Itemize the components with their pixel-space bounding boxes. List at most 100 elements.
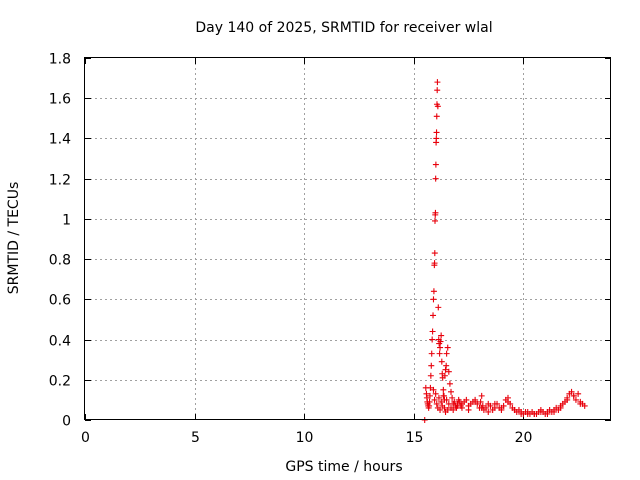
data-point bbox=[485, 408, 492, 415]
data-point bbox=[433, 135, 440, 142]
data-point bbox=[498, 404, 505, 411]
y-tick-label: 1 bbox=[62, 213, 71, 229]
data-point bbox=[427, 384, 434, 391]
data-point bbox=[443, 362, 450, 369]
data-point bbox=[434, 87, 441, 94]
data-point bbox=[449, 394, 456, 401]
data-point bbox=[431, 396, 438, 403]
plot-frame bbox=[84, 57, 611, 420]
data-point bbox=[446, 380, 453, 387]
x-tick-label: 20 bbox=[515, 430, 533, 446]
data-point bbox=[432, 175, 439, 182]
data-point bbox=[441, 372, 448, 379]
data-point bbox=[531, 410, 538, 417]
data-point bbox=[437, 338, 444, 345]
data-point bbox=[504, 398, 511, 405]
data-point bbox=[570, 392, 577, 399]
data-point bbox=[487, 402, 494, 409]
data-point bbox=[577, 400, 584, 407]
data-point bbox=[437, 406, 444, 413]
data-point bbox=[427, 372, 434, 379]
data-point bbox=[572, 396, 579, 403]
data-point bbox=[438, 358, 445, 365]
data-point bbox=[440, 386, 447, 393]
data-point bbox=[432, 217, 439, 224]
data-point bbox=[477, 398, 484, 405]
y-axis-label: SRMTID / TECUs bbox=[6, 182, 22, 295]
data-points bbox=[421, 79, 588, 423]
data-point bbox=[438, 332, 445, 339]
data-point bbox=[564, 396, 571, 403]
data-point bbox=[465, 406, 472, 413]
x-tick-label: 0 bbox=[81, 430, 90, 446]
data-point bbox=[433, 129, 440, 136]
y-tick-label: 0 bbox=[62, 414, 71, 430]
y-tick-label: 0.4 bbox=[49, 334, 71, 350]
x-tick-label: 15 bbox=[406, 430, 424, 446]
x-axis-label: GPS time / hours bbox=[285, 459, 402, 475]
data-point bbox=[478, 404, 485, 411]
data-point bbox=[491, 400, 498, 407]
data-point bbox=[450, 406, 457, 413]
data-point bbox=[518, 410, 525, 417]
data-point bbox=[581, 402, 588, 409]
data-point bbox=[433, 113, 440, 120]
data-point bbox=[431, 250, 438, 257]
data-point bbox=[444, 344, 451, 351]
data-point bbox=[441, 404, 448, 411]
data-point bbox=[575, 390, 582, 397]
data-point bbox=[429, 336, 436, 343]
data-point bbox=[437, 344, 444, 351]
data-point bbox=[432, 209, 439, 216]
data-point bbox=[430, 288, 437, 295]
y-tick-label: 0.8 bbox=[49, 253, 71, 269]
data-point bbox=[434, 103, 441, 110]
y-tick-label: 1.2 bbox=[49, 173, 71, 189]
data-point bbox=[445, 368, 452, 375]
data-point bbox=[440, 392, 447, 399]
y-tick-label: 1.8 bbox=[49, 52, 71, 68]
data-point bbox=[426, 392, 433, 399]
y-tick-label: 1.6 bbox=[49, 92, 71, 108]
data-point bbox=[544, 410, 551, 417]
y-tick-label: 0.6 bbox=[49, 293, 71, 309]
data-point bbox=[524, 408, 531, 415]
data-point bbox=[444, 406, 451, 413]
data-point bbox=[472, 398, 479, 405]
y-tick-label: 0.2 bbox=[49, 374, 71, 390]
data-point bbox=[432, 390, 439, 397]
data-point bbox=[430, 386, 437, 393]
x-tick-label: 10 bbox=[296, 430, 314, 446]
data-point bbox=[463, 396, 470, 403]
data-point bbox=[436, 350, 443, 357]
data-point bbox=[511, 406, 518, 413]
data-point bbox=[435, 304, 442, 311]
data-point bbox=[430, 312, 437, 319]
data-point bbox=[433, 400, 440, 407]
data-point bbox=[478, 392, 485, 399]
data-point bbox=[443, 350, 450, 357]
data-point bbox=[442, 366, 449, 373]
data-point bbox=[448, 388, 455, 395]
chart-title: Day 140 of 2025, SRMTID for receiver wla… bbox=[195, 20, 492, 36]
data-point bbox=[426, 398, 433, 405]
data-point bbox=[429, 328, 436, 335]
data-point bbox=[443, 396, 450, 403]
data-point bbox=[557, 404, 564, 411]
data-point bbox=[428, 362, 435, 369]
y-tick-label: 1.4 bbox=[49, 132, 71, 148]
data-point bbox=[568, 388, 575, 395]
x-tick-label: 5 bbox=[191, 430, 200, 446]
data-point bbox=[451, 398, 458, 405]
data-point bbox=[431, 260, 438, 267]
grid-layer bbox=[85, 58, 611, 420]
data-point bbox=[458, 404, 465, 411]
data-point bbox=[537, 408, 544, 415]
data-point bbox=[551, 408, 558, 415]
data-point bbox=[430, 296, 437, 303]
data-point bbox=[454, 402, 461, 409]
data-point bbox=[445, 400, 452, 407]
data-point bbox=[432, 161, 439, 168]
